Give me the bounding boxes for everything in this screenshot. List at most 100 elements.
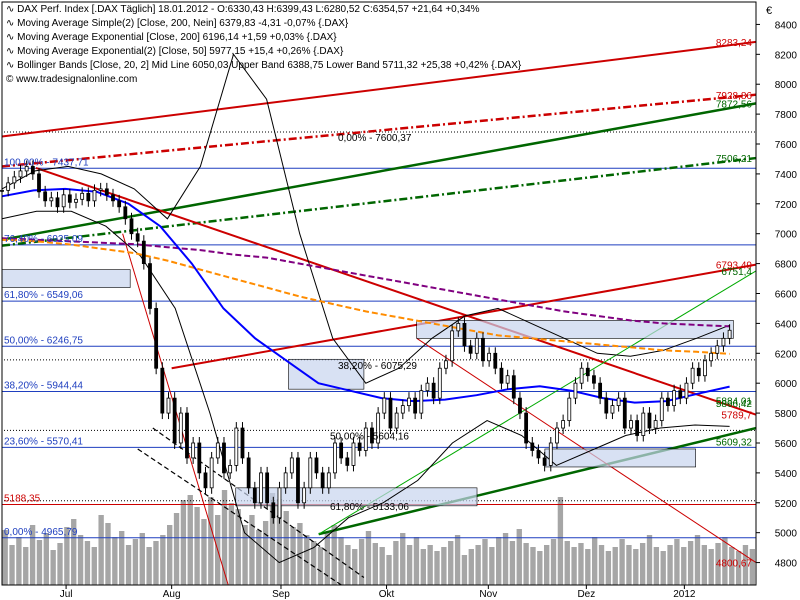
inner-fib-label: 0,00% - 7600,37 [338, 133, 412, 144]
volume-bar [626, 545, 632, 585]
candle-body [388, 397, 393, 429]
y-tick-label: 8000 [775, 80, 798, 91]
candle-body [209, 457, 214, 489]
candle-body [333, 442, 337, 474]
candle-body [98, 188, 103, 191]
x-tick-label: Dez [577, 589, 595, 600]
fib-level-label: 100,00% - 7437,71 [4, 157, 89, 168]
volume-bar [735, 551, 742, 585]
ema200-line [1, 238, 730, 355]
volume-bar [612, 547, 618, 585]
volume-bar [187, 495, 193, 585]
highlight-box [1, 269, 131, 288]
volume-bar [365, 531, 372, 585]
candle-body [12, 176, 17, 184]
y-tick-label: 7800 [775, 110, 798, 121]
candle-body [228, 465, 233, 474]
volume-bar [208, 497, 214, 585]
candle-body [351, 442, 356, 466]
candle-body [18, 170, 23, 178]
volume-bar [701, 545, 708, 585]
candle-body [222, 442, 226, 474]
candle-body [721, 337, 726, 347]
candle-body [37, 173, 41, 193]
candle-body [240, 427, 245, 459]
volume-bar [454, 535, 461, 585]
candle-body [308, 457, 313, 489]
volume-bar [674, 539, 680, 585]
candle-body [462, 322, 467, 347]
right-value-label: 7506,21 [716, 154, 753, 165]
inner-fib-label: 61,80% - 5133,06 [330, 502, 409, 513]
candle-body [30, 166, 35, 175]
x-tick-label: Sep [272, 589, 290, 600]
candle-body [111, 194, 115, 202]
volume-bar [489, 547, 495, 585]
y-tick-label: 6000 [775, 379, 798, 390]
fib-level-label: 5188,35 [4, 494, 41, 505]
fib-level-label: 0,00% - 4965,79 [4, 527, 78, 538]
y-tick-label: 6200 [775, 349, 798, 360]
candle-body [357, 442, 362, 451]
volume-bar [646, 535, 653, 585]
volume-bar [530, 547, 536, 585]
candle-body [659, 397, 664, 421]
candle-body [530, 442, 535, 451]
volume-bar [667, 545, 673, 585]
candle-body [296, 457, 300, 504]
candle-body [80, 192, 85, 200]
x-tick-label: 2012 [673, 589, 696, 600]
legend-entry: ∿ Moving Average Exponential(2) [Close, … [6, 46, 344, 57]
volume-bar [413, 537, 420, 585]
legend-entry: ∿ Moving Average Simple(2) [Close, 200, … [6, 18, 349, 29]
inner-fib-label: 38,20% - 6075,29 [338, 361, 417, 372]
x-tick-label: Okt [379, 589, 395, 600]
volume-bar [160, 535, 166, 585]
y-tick-label: 7600 [775, 140, 798, 151]
fib-level-label: 61,80% - 6549,06 [4, 290, 83, 301]
legend-entry: ∿ DAX Perf. Index [.DAX Täglich] 18.01.2… [6, 4, 480, 15]
y-tick-label: 6600 [775, 290, 798, 301]
right-value-label: 7872,56 [716, 99, 753, 110]
candle-body [191, 442, 196, 459]
y-tick-label: 8400 [775, 20, 798, 31]
volume-bar [441, 547, 447, 585]
right-value-label: 6751,4 [721, 267, 752, 278]
y-tick-label: 6800 [775, 260, 798, 271]
trend-line [1, 102, 757, 241]
volume-bar [132, 539, 139, 585]
volume-bar [167, 525, 173, 585]
candle-body [252, 487, 257, 504]
volume-bar [639, 543, 646, 585]
volume-bar [77, 535, 84, 585]
volume-bar [523, 543, 529, 585]
candle-body [326, 472, 331, 489]
candle-body [104, 188, 109, 196]
candle-body [678, 390, 683, 399]
candle-body [592, 375, 596, 384]
volume-bar [201, 519, 207, 585]
candle-body [647, 412, 652, 429]
candle-body [370, 427, 374, 444]
volume-bar [585, 549, 591, 585]
volume-bar [324, 533, 331, 585]
candle-body [561, 420, 566, 429]
candle-body [271, 502, 276, 519]
volume-bar [249, 515, 255, 585]
x-tick-label: Jul [60, 589, 73, 600]
candle-body [277, 487, 282, 519]
volume-bar [557, 497, 564, 585]
volume-bar [475, 545, 481, 585]
candle-body [604, 397, 609, 414]
candle-body [86, 192, 91, 202]
candle-body [493, 352, 498, 369]
candle-body [499, 367, 504, 384]
volume-bar [310, 541, 317, 585]
candle-body [684, 382, 689, 399]
legend: ∿ DAX Perf. Index [.DAX Täglich] 18.01.2… [6, 4, 522, 85]
volume-bar [173, 513, 180, 585]
candle-body [382, 397, 387, 414]
candle-body [197, 442, 202, 474]
volume-bar [338, 537, 344, 585]
right-value-label: 7928,86 [716, 91, 753, 102]
